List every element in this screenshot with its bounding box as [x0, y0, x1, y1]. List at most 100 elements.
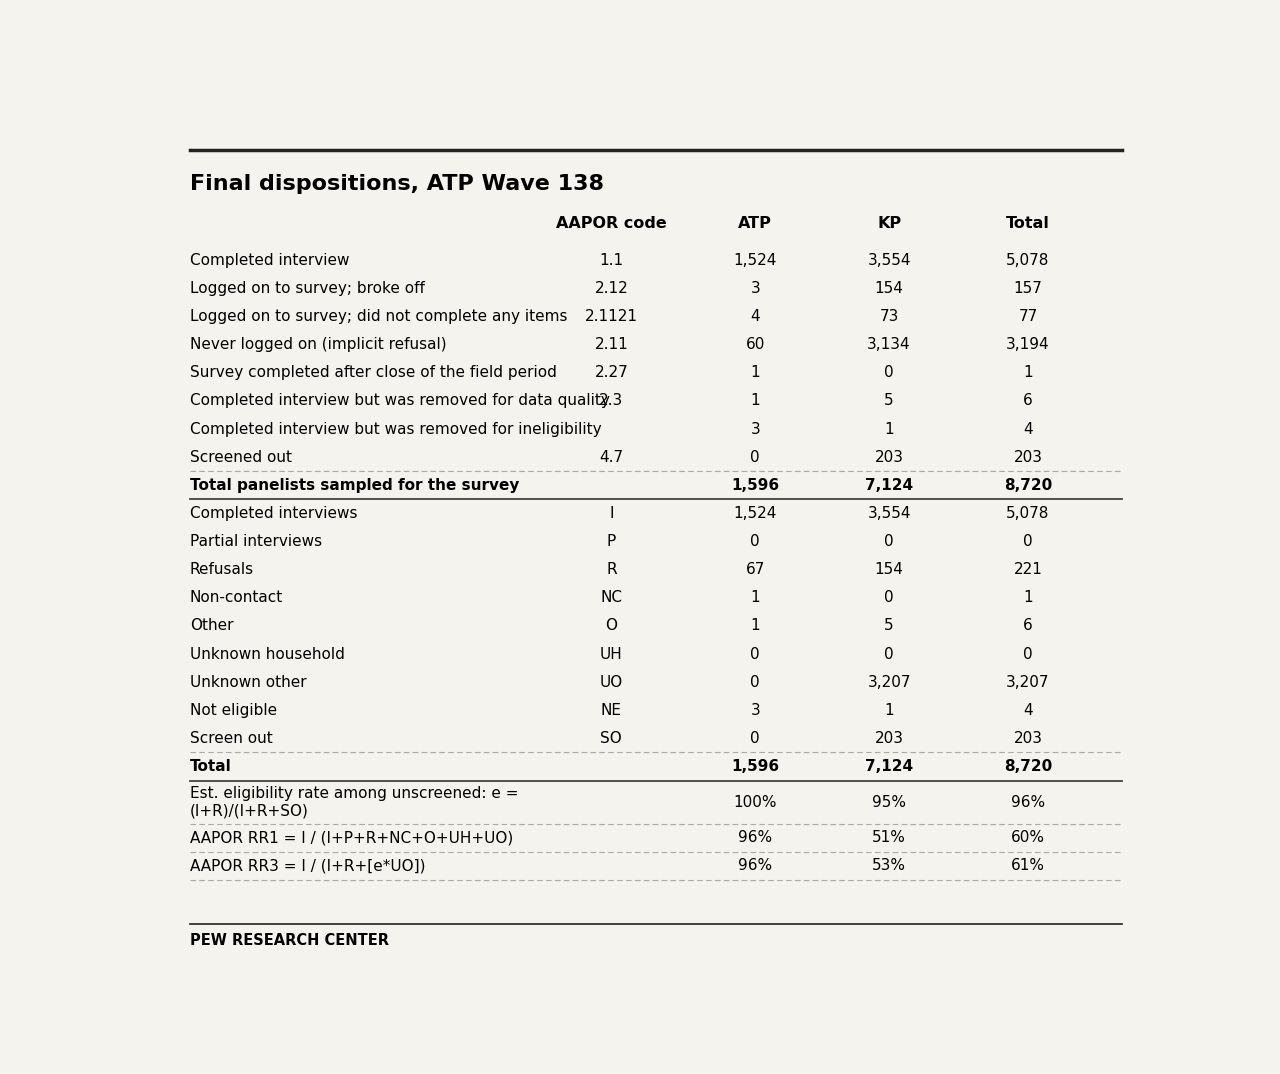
- Text: 1: 1: [750, 393, 760, 408]
- Text: P: P: [607, 534, 616, 549]
- Text: Final dispositions, ATP Wave 138: Final dispositions, ATP Wave 138: [189, 174, 604, 194]
- Text: UO: UO: [600, 674, 623, 690]
- Text: 3,207: 3,207: [868, 674, 911, 690]
- Text: 6: 6: [1023, 393, 1033, 408]
- Text: 2.1121: 2.1121: [585, 309, 637, 324]
- Text: 73: 73: [879, 309, 899, 324]
- Text: Other: Other: [189, 619, 233, 634]
- Text: AAPOR code: AAPOR code: [556, 216, 667, 231]
- Text: Completed interview but was removed for ineligibility: Completed interview but was removed for …: [189, 422, 602, 436]
- Text: 67: 67: [745, 562, 765, 577]
- Text: NE: NE: [600, 702, 622, 717]
- Text: 0: 0: [1023, 647, 1033, 662]
- Text: 96%: 96%: [1011, 795, 1044, 810]
- Text: 5,078: 5,078: [1006, 252, 1050, 267]
- Text: 154: 154: [874, 281, 904, 296]
- Text: 8,720: 8,720: [1004, 478, 1052, 493]
- Text: Est. eligibility rate among unscreened: e =
(I+R)/(I+R+SO): Est. eligibility rate among unscreened: …: [189, 786, 518, 818]
- Text: Completed interview: Completed interview: [189, 252, 349, 267]
- Text: Total: Total: [189, 759, 232, 774]
- Text: 95%: 95%: [872, 795, 906, 810]
- Text: 3,134: 3,134: [868, 337, 911, 352]
- Text: 1,524: 1,524: [733, 506, 777, 521]
- Text: Screened out: Screened out: [189, 450, 292, 465]
- Text: Unknown other: Unknown other: [189, 674, 306, 690]
- Text: 1,596: 1,596: [731, 478, 780, 493]
- Text: Not eligible: Not eligible: [189, 702, 276, 717]
- Text: AAPOR RR3 = I / (I+R+[e*UO]): AAPOR RR3 = I / (I+R+[e*UO]): [189, 858, 425, 873]
- Text: 1,524: 1,524: [733, 252, 777, 267]
- Text: Unknown household: Unknown household: [189, 647, 344, 662]
- Text: I: I: [609, 506, 613, 521]
- Text: 0: 0: [750, 534, 760, 549]
- Text: PEW RESEARCH CENTER: PEW RESEARCH CENTER: [189, 932, 389, 947]
- Text: 0: 0: [1023, 534, 1033, 549]
- Text: 1: 1: [1023, 365, 1033, 380]
- Text: 4: 4: [1023, 422, 1033, 436]
- Text: NC: NC: [600, 591, 622, 606]
- Text: 4.7: 4.7: [599, 450, 623, 465]
- Text: 2.27: 2.27: [594, 365, 628, 380]
- Text: Completed interview but was removed for data quality: Completed interview but was removed for …: [189, 393, 609, 408]
- Text: 60: 60: [745, 337, 765, 352]
- Text: R: R: [605, 562, 617, 577]
- Text: 7,124: 7,124: [865, 759, 913, 774]
- Text: 1: 1: [750, 591, 760, 606]
- Text: 1: 1: [750, 619, 760, 634]
- Text: 3,207: 3,207: [1006, 674, 1050, 690]
- Text: Completed interviews: Completed interviews: [189, 506, 357, 521]
- Text: KP: KP: [877, 216, 901, 231]
- Text: 5: 5: [884, 393, 893, 408]
- Text: Total panelists sampled for the survey: Total panelists sampled for the survey: [189, 478, 520, 493]
- Text: 0: 0: [884, 647, 893, 662]
- Text: 77: 77: [1019, 309, 1038, 324]
- Text: 0: 0: [884, 365, 893, 380]
- Text: 1: 1: [1023, 591, 1033, 606]
- Text: 3: 3: [750, 702, 760, 717]
- Text: 3: 3: [750, 281, 760, 296]
- Text: Refusals: Refusals: [189, 562, 253, 577]
- Text: 1.1: 1.1: [599, 252, 623, 267]
- Text: 5,078: 5,078: [1006, 506, 1050, 521]
- Text: Partial interviews: Partial interviews: [189, 534, 321, 549]
- Text: 53%: 53%: [872, 858, 906, 873]
- Text: Screen out: Screen out: [189, 731, 273, 745]
- Text: 0: 0: [750, 731, 760, 745]
- Text: Logged on to survey; did not complete any items: Logged on to survey; did not complete an…: [189, 309, 567, 324]
- Text: 3,554: 3,554: [868, 252, 911, 267]
- Text: 0: 0: [884, 534, 893, 549]
- Text: Non-contact: Non-contact: [189, 591, 283, 606]
- Text: 1,596: 1,596: [731, 759, 780, 774]
- Text: 1: 1: [884, 702, 893, 717]
- Text: Logged on to survey; broke off: Logged on to survey; broke off: [189, 281, 425, 296]
- Text: 154: 154: [874, 562, 904, 577]
- Text: 4: 4: [1023, 702, 1033, 717]
- Text: Never logged on (implicit refusal): Never logged on (implicit refusal): [189, 337, 447, 352]
- Text: 5: 5: [884, 619, 893, 634]
- Text: 7,124: 7,124: [865, 478, 913, 493]
- Text: UH: UH: [600, 647, 623, 662]
- Text: 4: 4: [750, 309, 760, 324]
- Text: 3,194: 3,194: [1006, 337, 1050, 352]
- Text: O: O: [605, 619, 617, 634]
- Text: Total: Total: [1006, 216, 1050, 231]
- Text: 0: 0: [750, 450, 760, 465]
- Text: 60%: 60%: [1011, 830, 1044, 845]
- Text: 1: 1: [884, 422, 893, 436]
- Text: 3: 3: [750, 422, 760, 436]
- Text: 0: 0: [750, 647, 760, 662]
- Text: 8,720: 8,720: [1004, 759, 1052, 774]
- Text: 61%: 61%: [1011, 858, 1044, 873]
- Text: Survey completed after close of the field period: Survey completed after close of the fiel…: [189, 365, 557, 380]
- Text: 157: 157: [1014, 281, 1042, 296]
- Text: 203: 203: [874, 450, 904, 465]
- Text: 3,554: 3,554: [868, 506, 911, 521]
- Text: AAPOR RR1 = I / (I+P+R+NC+O+UH+UO): AAPOR RR1 = I / (I+P+R+NC+O+UH+UO): [189, 830, 513, 845]
- Text: 100%: 100%: [733, 795, 777, 810]
- Text: 1: 1: [750, 365, 760, 380]
- Text: 2.11: 2.11: [594, 337, 628, 352]
- Text: 2.12: 2.12: [594, 281, 628, 296]
- Text: 0: 0: [750, 674, 760, 690]
- Text: 51%: 51%: [872, 830, 906, 845]
- Text: ATP: ATP: [739, 216, 772, 231]
